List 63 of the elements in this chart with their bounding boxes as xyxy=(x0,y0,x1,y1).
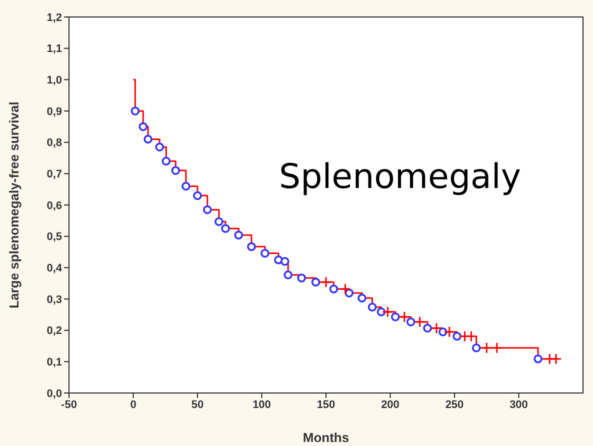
point xyxy=(214,217,224,226)
point xyxy=(297,274,306,282)
point xyxy=(144,134,152,144)
y-tick-label: 0,3 xyxy=(46,294,62,306)
point xyxy=(284,270,292,280)
point xyxy=(382,306,394,318)
y-tick-label: 1,0 xyxy=(46,74,62,87)
y-tick-label: 0,0 xyxy=(46,388,62,400)
y-tick-label: 0,4 xyxy=(46,262,63,275)
x-tick-label: 200 xyxy=(381,398,400,411)
x-tick-label: -50 xyxy=(61,398,77,411)
x-tick-label: 0 xyxy=(130,398,136,411)
point xyxy=(358,294,366,302)
x-tick-label: 100 xyxy=(252,398,271,411)
point xyxy=(340,283,352,295)
y-tick-label: 1,1 xyxy=(46,43,62,56)
point xyxy=(171,166,180,175)
y-tick-label: 0,2 xyxy=(46,325,62,338)
point xyxy=(414,316,426,328)
annotation: Splenomegaly xyxy=(279,157,521,197)
point xyxy=(368,302,377,312)
point xyxy=(247,242,256,252)
point xyxy=(155,142,164,152)
point xyxy=(550,353,562,365)
point xyxy=(491,342,503,354)
x-tick-label: 250 xyxy=(445,398,464,411)
point xyxy=(234,230,244,240)
y-tick-label: 1,2 xyxy=(46,12,62,24)
point xyxy=(260,248,270,258)
point xyxy=(329,284,338,294)
point xyxy=(202,205,212,214)
point xyxy=(182,182,190,191)
point xyxy=(344,288,354,298)
x-tick-label: 150 xyxy=(316,398,336,411)
y-axis-title: Large splenomegaly-free survival xyxy=(6,102,22,308)
point xyxy=(438,328,448,336)
point xyxy=(472,343,481,352)
point xyxy=(430,322,442,334)
point xyxy=(534,354,542,364)
point xyxy=(130,106,140,116)
point xyxy=(398,311,410,323)
y-tick-label: 0,5 xyxy=(46,231,62,244)
point xyxy=(138,122,148,132)
point xyxy=(452,332,462,341)
y-tick-label: 0,9 xyxy=(46,106,62,118)
y-tick-label: 0,7 xyxy=(46,168,62,181)
point xyxy=(193,191,202,200)
point xyxy=(444,326,456,338)
point xyxy=(390,312,400,322)
point xyxy=(162,156,171,166)
x-tick-label: 50 xyxy=(191,398,204,411)
x-axis-title: Months xyxy=(302,430,350,445)
point xyxy=(221,224,230,233)
x-tick-label: 300 xyxy=(510,398,528,411)
point xyxy=(406,317,416,326)
point xyxy=(423,324,432,333)
point xyxy=(311,278,320,286)
y-tick-label: 0,1 xyxy=(46,356,62,369)
point xyxy=(480,342,492,354)
y-tick-label: 0,6 xyxy=(46,200,62,212)
y-tick-label: 0,8 xyxy=(46,137,62,150)
point xyxy=(320,276,332,288)
point xyxy=(280,257,290,266)
